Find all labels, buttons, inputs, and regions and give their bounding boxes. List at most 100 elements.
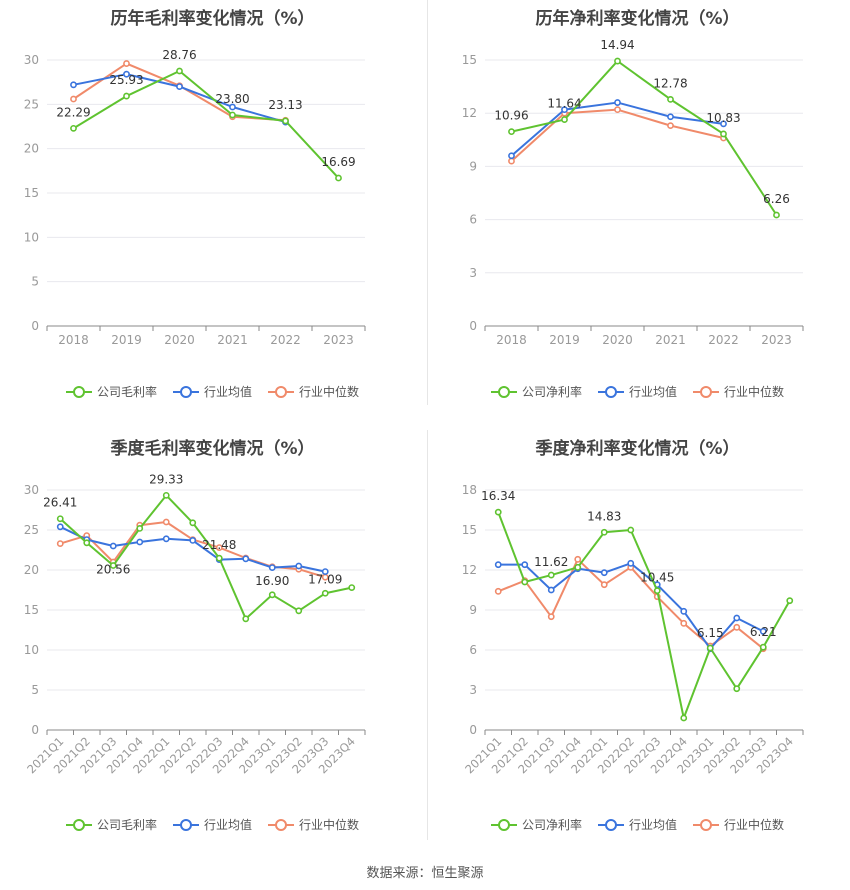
company-point[interactable] [653, 587, 661, 595]
company-point[interactable] [508, 128, 515, 136]
company-point[interactable] [321, 589, 329, 597]
industry-average-point[interactable] [759, 627, 767, 635]
industry-average-point[interactable] [521, 561, 529, 569]
company-point[interactable] [627, 526, 635, 534]
company-point[interactable] [123, 92, 130, 100]
company-point[interactable] [136, 525, 144, 532]
company-point[interactable] [561, 116, 568, 123]
industry-average-point[interactable] [162, 535, 170, 543]
industry-median-point[interactable] [215, 544, 223, 551]
industry-average-point[interactable] [321, 568, 329, 575]
industry-average-point[interactable] [680, 607, 688, 615]
company-point[interactable] [335, 174, 342, 182]
industry-median-point[interactable] [162, 518, 170, 526]
industry-average-point[interactable] [268, 564, 276, 571]
data-label: 16.90 [255, 574, 289, 588]
legend-marker-icon [693, 385, 719, 398]
legend-item-industry-median[interactable]: 行业中位数 [693, 383, 784, 400]
industry-median-point[interactable] [508, 157, 515, 165]
legend-item-industry-average[interactable]: 行业均值 [597, 816, 677, 833]
chart-title: 季度毛利率变化情况（%） [110, 439, 315, 459]
legend-item-company[interactable]: 公司毛利率 [65, 383, 157, 400]
company-point[interactable] [282, 117, 289, 125]
industry-average-point[interactable] [295, 562, 303, 570]
chart-quarterly-gross-margin: 季度毛利率变化情况（%） 0 5 10 15 20 25 30 2021Q1 2021Q2 202… [0, 430, 425, 850]
industry-median-point[interactable] [667, 122, 674, 130]
company-point[interactable] [494, 508, 502, 516]
company-point[interactable] [229, 111, 236, 119]
legend-marker-icon [172, 385, 199, 398]
industry-average-point[interactable] [136, 538, 144, 546]
company-point[interactable] [268, 591, 276, 599]
company-point[interactable] [667, 95, 674, 103]
industry-average-point[interactable] [600, 569, 608, 577]
company-point[interactable] [242, 615, 250, 623]
industry-median-point[interactable] [494, 587, 502, 595]
company-point[interactable] [521, 578, 529, 586]
industry-median-point[interactable] [70, 95, 77, 103]
industry-average-point[interactable] [614, 99, 621, 106]
company-point[interactable] [786, 597, 794, 605]
industry-average-point[interactable] [176, 83, 183, 90]
industry-average-point[interactable] [494, 561, 502, 569]
data-label: 26.41 [43, 496, 77, 510]
industry-average-point[interactable] [733, 614, 741, 622]
company-point[interactable] [720, 130, 727, 138]
company-point[interactable] [706, 644, 714, 652]
industry-average-point[interactable] [720, 120, 727, 128]
industry-average-point[interactable] [109, 542, 117, 550]
industry-average-point[interactable] [229, 103, 236, 111]
legend-item-company[interactable]: 公司净利率 [490, 383, 582, 400]
industry-average-point[interactable] [56, 523, 64, 531]
legend-item-company[interactable]: 公司净利率 [490, 816, 582, 833]
legend-marker-icon [597, 385, 624, 398]
company-point[interactable] [759, 643, 767, 651]
company-point[interactable] [348, 584, 356, 591]
company-point[interactable] [600, 528, 608, 536]
company-point[interactable] [189, 519, 197, 527]
industry-average-point[interactable] [627, 559, 635, 567]
industry-average-point[interactable] [667, 113, 674, 121]
legend-item-industry-median[interactable]: 行业中位数 [268, 816, 359, 833]
company-point[interactable] [547, 571, 555, 579]
company-point[interactable] [83, 539, 91, 547]
company-point[interactable] [176, 67, 183, 75]
company-point[interactable] [773, 211, 780, 219]
legend-item-company[interactable]: 公司毛利率 [65, 816, 157, 833]
industry-average-point[interactable] [189, 537, 197, 544]
company-point[interactable] [70, 124, 77, 132]
legend-item-industry-median[interactable]: 行业中位数 [693, 816, 784, 833]
industry-median-point[interactable] [123, 60, 130, 67]
legend-item-industry-average[interactable]: 行业均值 [172, 383, 252, 400]
industry-median-point[interactable] [614, 106, 621, 114]
industry-median-point[interactable] [547, 613, 555, 621]
company-point[interactable] [162, 491, 170, 499]
company-point[interactable] [295, 607, 303, 615]
industry-average-point[interactable] [70, 81, 77, 89]
industry-median-point[interactable] [56, 540, 64, 547]
company-point[interactable] [215, 554, 223, 562]
legend-label: 公司毛利率 [96, 385, 157, 399]
y-tick-label: 0 [31, 723, 39, 737]
legend-item-industry-average[interactable]: 行业均值 [597, 383, 677, 400]
company-point[interactable] [574, 563, 582, 571]
y-tick-label: 9 [469, 603, 477, 617]
data-label: 23.80 [215, 92, 249, 106]
company-point[interactable] [109, 562, 117, 569]
legend-item-industry-average[interactable]: 行业均值 [172, 816, 252, 833]
industry-median-point[interactable] [680, 619, 688, 627]
company-point[interactable] [56, 515, 64, 523]
industry-average-point[interactable] [123, 70, 130, 78]
industry-median-point[interactable] [574, 555, 582, 563]
company-point[interactable] [680, 714, 688, 722]
company-point[interactable] [614, 57, 621, 65]
industry-median-point[interactable] [600, 581, 608, 589]
data-label: 16.34 [481, 489, 515, 503]
legend-item-industry-median[interactable]: 行业中位数 [268, 383, 359, 400]
industry-average-point[interactable] [242, 555, 250, 563]
industry-average-point[interactable] [561, 106, 568, 114]
company-point[interactable] [733, 685, 741, 693]
industry-median-point[interactable] [733, 623, 741, 631]
industry-average-point[interactable] [547, 586, 555, 594]
industry-average-point[interactable] [508, 152, 515, 160]
